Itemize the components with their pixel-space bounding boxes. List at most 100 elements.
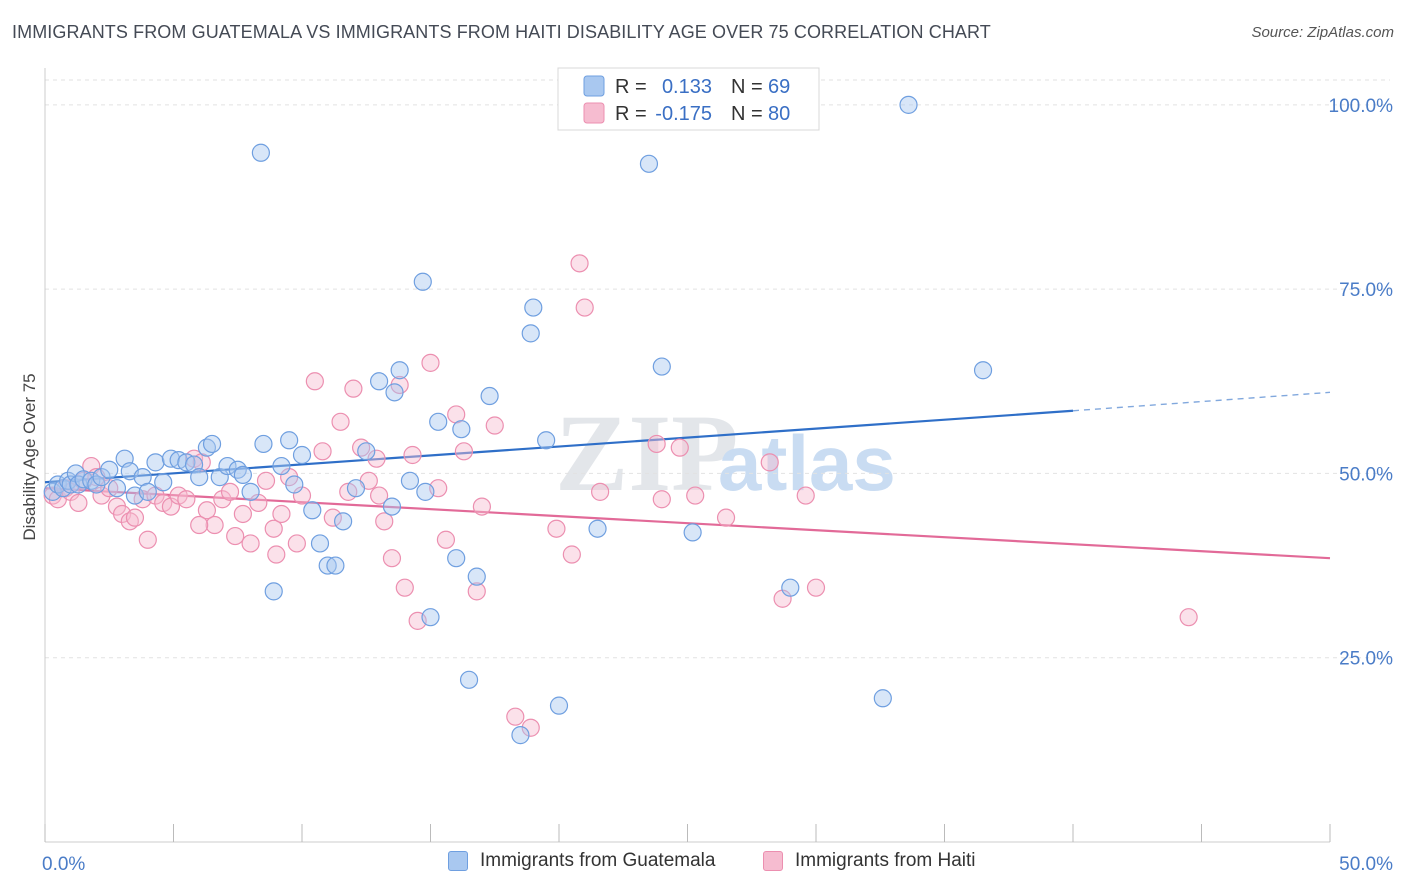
y-tick-label-3: 100.0%	[1329, 96, 1394, 117]
haiti-point-61	[562, 545, 581, 564]
guatemala-point-65	[588, 519, 607, 538]
guatemala-point-30	[233, 465, 252, 485]
axes	[44, 68, 1331, 843]
guatemala-point-12	[107, 479, 127, 498]
haiti-point-29	[241, 534, 260, 553]
guatemala-point-31	[241, 482, 260, 501]
guatemala-point-36	[280, 431, 299, 450]
haiti-point-63	[575, 298, 594, 317]
guatemala-point-45	[357, 442, 376, 461]
legend-box: R = 0.133 N = 69 R = -0.175 N = 80	[557, 67, 820, 131]
guatemala-point-20	[161, 449, 181, 468]
haiti-point-40	[331, 412, 350, 431]
guatemala-point-69	[652, 357, 671, 376]
guatemala-point-29	[228, 460, 247, 479]
guatemala-point-37	[285, 475, 304, 494]
bottom-legend-swatch-haiti	[763, 851, 783, 871]
guatemala-point-54	[429, 412, 448, 431]
haiti-point-66	[670, 438, 689, 457]
guatemala-point-60	[511, 726, 530, 745]
legend-n-label-1: N =	[731, 76, 763, 98]
guatemala-point-24	[190, 468, 209, 487]
haiti-point-25	[213, 490, 232, 509]
haiti-point-77	[472, 497, 491, 516]
haiti-point-58	[506, 707, 525, 726]
haiti-point-74	[716, 508, 736, 527]
guatemala-point-11	[100, 460, 119, 479]
haiti-point-38	[313, 442, 332, 461]
haiti-point-62	[570, 254, 589, 273]
haiti-point-49	[403, 445, 422, 465]
y-tick-label-1: 50.0%	[1339, 464, 1393, 485]
guatemala-point-63	[537, 431, 556, 450]
bottom-legend: Immigrants from Guatemala Immigrants fro…	[0, 850, 1406, 880]
legend-n-value-2: 80	[768, 103, 790, 125]
grid-lines	[45, 79, 1390, 659]
guatemala-point-55	[447, 549, 466, 568]
guatemala-point-57	[459, 670, 479, 689]
haiti-point-39	[323, 508, 342, 527]
haiti-point-24	[205, 515, 224, 535]
guatemala-point-18	[146, 453, 165, 472]
guatemala-point-64	[549, 696, 569, 715]
guatemala-point-43	[334, 512, 353, 531]
legend-swatch-guatemala	[583, 75, 605, 97]
haiti-point-15	[138, 530, 157, 549]
haiti-point-48	[395, 578, 414, 597]
guatemala-points	[43, 95, 993, 745]
haiti-point-73	[652, 490, 671, 509]
watermark-zip: ZIP	[555, 392, 738, 514]
guatemala-point-50	[400, 471, 420, 490]
y-tick-label-0: 25.0%	[1339, 649, 1393, 670]
haiti-point-46	[382, 549, 402, 568]
haiti-point-55	[454, 442, 474, 461]
trend-line-haiti	[44, 487, 1331, 560]
chart-title: IMMIGRANTS FROM GUATEMALA VS IMMIGRANTS …	[12, 22, 991, 42]
guatemala-point-26	[202, 434, 222, 454]
guatemala-point-52	[416, 482, 435, 501]
guatemala-point-59	[480, 386, 499, 406]
guatemala-point-44	[346, 479, 366, 498]
haiti-point-53	[436, 530, 456, 549]
trend-line-guatemala-extension	[1072, 391, 1331, 412]
guatemala-point-35	[272, 456, 291, 476]
haiti-point-67	[686, 486, 705, 505]
bottom-legend-swatch-guatemala	[448, 851, 468, 871]
guatemala-point-28	[218, 456, 237, 476]
bottom-legend-haiti: Immigrants from Haiti	[763, 850, 976, 872]
haiti-point-35	[287, 534, 306, 553]
guatemala-point-74	[973, 361, 993, 380]
guatemala-point-67	[639, 154, 659, 173]
guatemala-point-47	[382, 497, 402, 516]
guatemala-point-19	[154, 473, 173, 492]
guatemala-point-33	[254, 434, 273, 454]
haiti-point-51	[421, 353, 440, 372]
haiti-point-20	[177, 490, 196, 509]
haiti-point-68	[760, 453, 779, 472]
guatemala-point-72	[873, 689, 892, 708]
haiti-point-41	[344, 379, 363, 398]
haiti-point-45	[375, 512, 394, 531]
guatemala-point-48	[385, 383, 404, 402]
haiti-point-79	[370, 486, 389, 505]
trend-lines	[44, 391, 1331, 560]
haiti-point-57	[485, 416, 504, 435]
haiti-point-65	[647, 434, 666, 454]
bottom-legend-label-haiti: Immigrants from Haiti	[795, 850, 976, 871]
guatemala-point-62	[524, 298, 543, 317]
guatemala-point-10	[92, 468, 111, 487]
haiti-point-59	[521, 718, 540, 737]
guatemala-point-17	[138, 482, 157, 501]
haiti-point-60	[547, 519, 566, 538]
guatemala-point-42	[326, 556, 345, 575]
haiti-point-71	[806, 578, 826, 597]
guatemala-point-34	[264, 582, 283, 601]
x-tick-label-max: 50.0%	[1339, 854, 1393, 875]
legend-r-label-1: R =	[615, 76, 647, 98]
guatemala-point-73	[899, 95, 918, 114]
bottom-legend-label-guatemala: Immigrants from Guatemala	[480, 850, 716, 871]
haiti-point-70	[796, 486, 815, 505]
source-note: Source: ZipAtlas.com	[1251, 24, 1394, 41]
legend-r-value-2: -0.175	[655, 103, 712, 125]
